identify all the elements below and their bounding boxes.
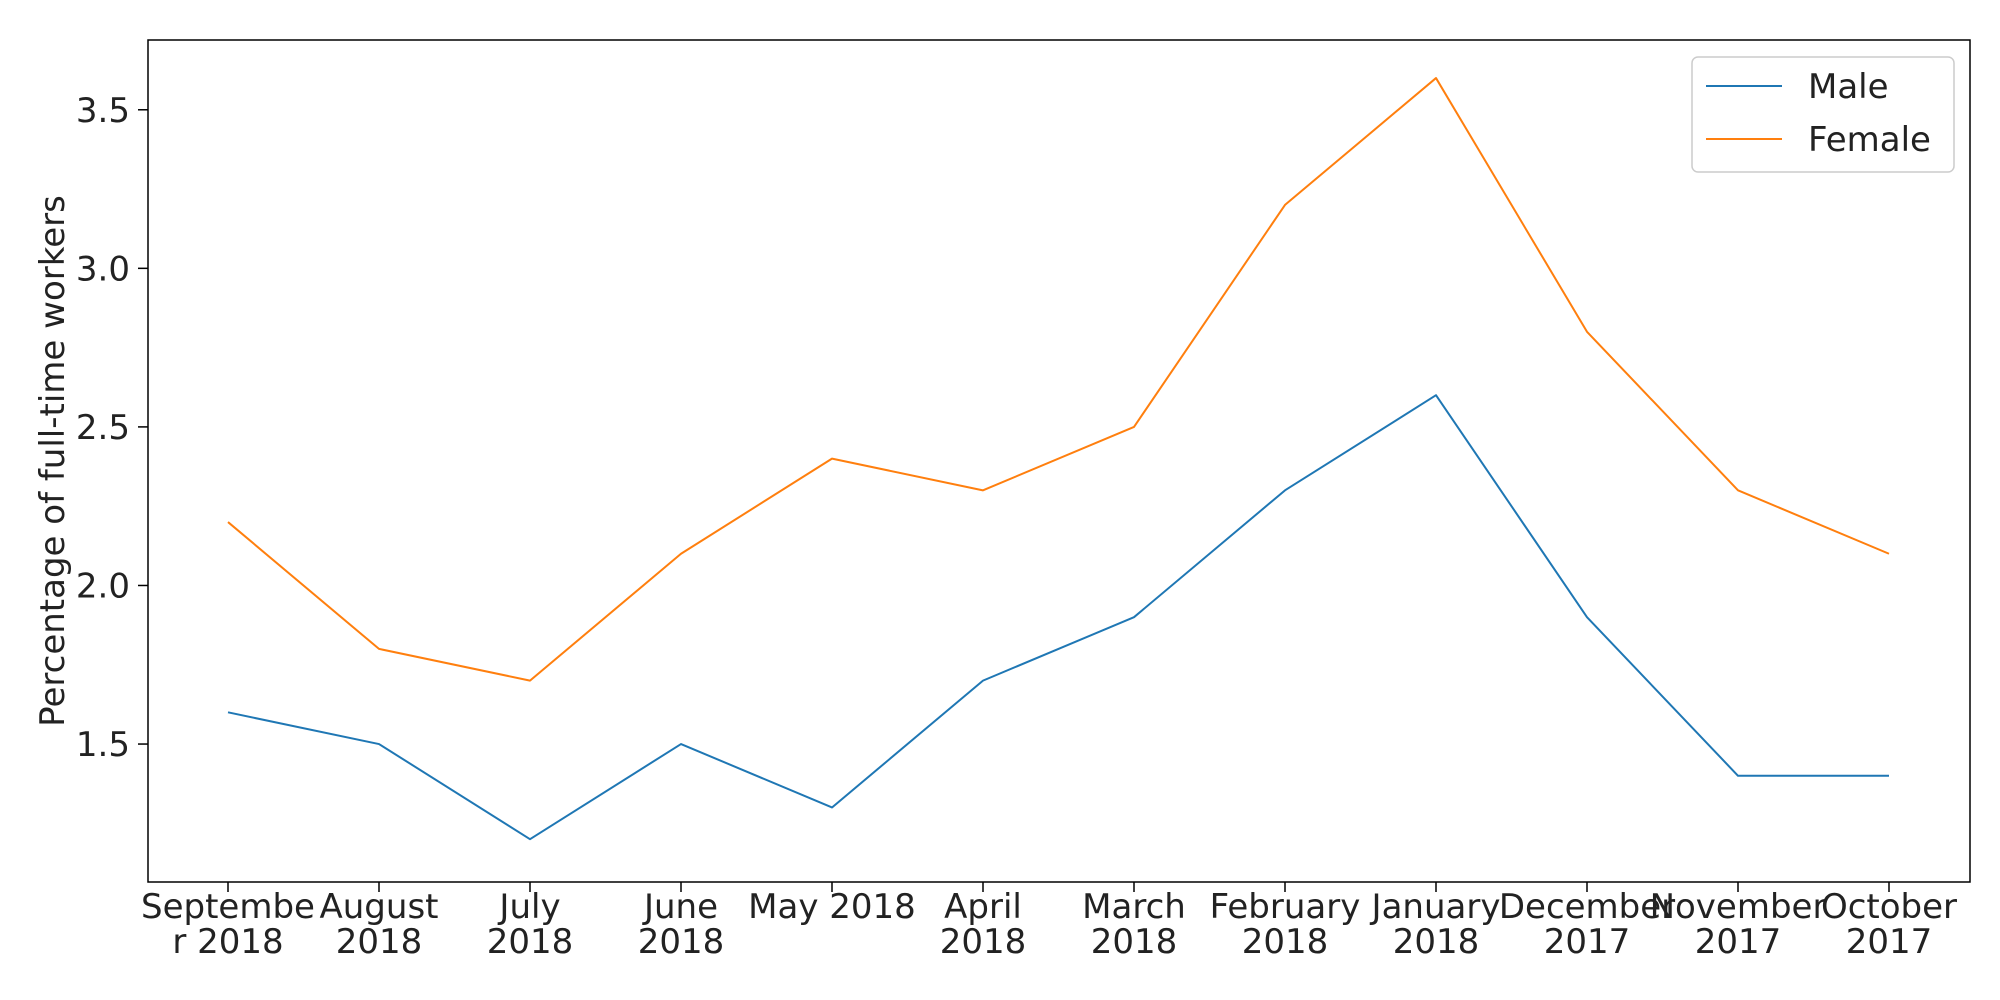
x-tick-label: January: [1370, 887, 1501, 927]
series-line-female: [227, 77, 1890, 682]
x-tick-label: 2018: [1393, 922, 1480, 962]
x-tick-label: April: [944, 887, 1022, 927]
y-tick-label: 2.5: [76, 408, 130, 448]
x-tick-label: 2017: [1544, 922, 1631, 962]
x-tick-label: October: [1821, 887, 1957, 927]
y-tick-label: 1.5: [76, 725, 130, 765]
x-tick-label: November: [1650, 887, 1827, 927]
series-line-male: [227, 394, 1889, 841]
x-tick-label: 2017: [1846, 922, 1933, 962]
x-tick-label: March: [1082, 887, 1186, 927]
x-tick-label: July: [497, 887, 560, 927]
legend-label-male: Male: [1808, 67, 1889, 107]
x-tick-label: Septembe: [141, 887, 315, 927]
y-tick-label: 2.0: [76, 566, 130, 606]
x-tick-label: December: [1499, 887, 1675, 927]
x-tick-label: June: [642, 887, 718, 927]
legend: Male Female: [1691, 56, 1955, 173]
y-axis: 1.5 2.0 2.5 3.0 3.5: [76, 91, 148, 765]
x-tick-label: 2018: [940, 922, 1027, 962]
x-tick-label: 2017: [1695, 922, 1782, 962]
x-tick-label: August: [320, 887, 439, 927]
series-lines: [227, 77, 1890, 841]
x-tick-label: 2018: [487, 922, 574, 962]
plot-frame: [147, 39, 1971, 883]
legend-label-female: Female: [1808, 120, 1931, 160]
x-tick-label: 2018: [1091, 922, 1178, 962]
x-tick-label: 2018: [336, 922, 423, 962]
x-tick-label: 2018: [1242, 922, 1329, 962]
y-axis-label: Percentage of full-time workers: [33, 195, 73, 727]
y-tick-label: 3.5: [76, 91, 130, 131]
x-tick-label: 2018: [638, 922, 725, 962]
x-tick-label: May 2018: [748, 887, 916, 927]
y-tick-label: 3.0: [76, 249, 130, 289]
x-tick-label: r 2018: [172, 922, 283, 962]
x-tick-label: February: [1210, 887, 1361, 927]
